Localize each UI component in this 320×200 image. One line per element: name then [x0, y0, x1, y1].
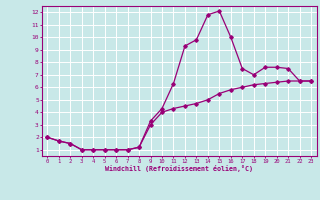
X-axis label: Windchill (Refroidissement éolien,°C): Windchill (Refroidissement éolien,°C): [105, 165, 253, 172]
